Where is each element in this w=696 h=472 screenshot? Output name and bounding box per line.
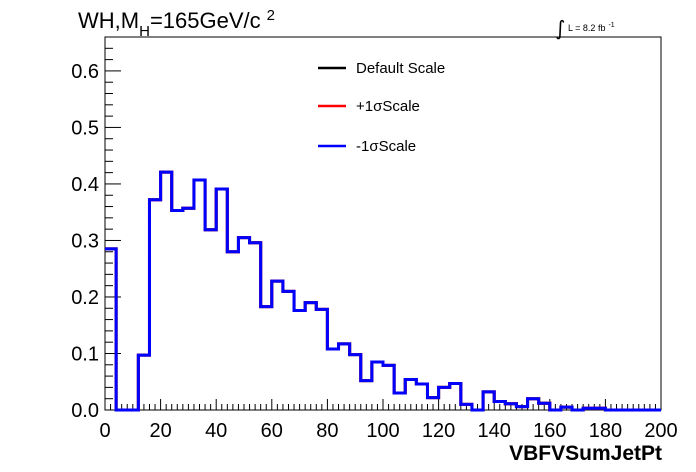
y-tick-label: 0.2 bbox=[71, 287, 99, 309]
x-tick-label: 20 bbox=[149, 420, 171, 442]
legend-label-default: Default Scale bbox=[356, 60, 445, 77]
y-tick-label: 0.6 bbox=[71, 61, 99, 83]
x-tick-label: 40 bbox=[205, 420, 227, 442]
luminosity-label: L = 8.2 fb -1 bbox=[568, 22, 615, 33]
x-axis: 0 20 40 60 80 100 120 140 160 180 200 bbox=[99, 399, 678, 442]
legend-label-minus1sigma: -1σScale bbox=[356, 138, 416, 155]
title-superscript: 2 bbox=[267, 7, 275, 24]
x-tick-label: 100 bbox=[366, 420, 399, 442]
x-tick-label: 180 bbox=[589, 420, 622, 442]
histogram-line bbox=[105, 170, 661, 412]
histogram-series bbox=[105, 170, 661, 412]
luminosity-integral-symbol: ∫ bbox=[555, 16, 565, 40]
y-axis: 0.0 0.1 0.2 0.3 0.4 0.5 0.6 bbox=[71, 36, 121, 422]
x-tick-label: 120 bbox=[422, 420, 455, 442]
x-tick-label: 200 bbox=[644, 420, 677, 442]
x-tick-label: 140 bbox=[478, 420, 511, 442]
plot-frame bbox=[104, 36, 662, 411]
title-main: WH,M bbox=[78, 8, 139, 33]
luminosity-text: L = 8.2 fb bbox=[568, 23, 605, 33]
series-minus1sigma bbox=[105, 170, 661, 412]
y-tick-label: 0.0 bbox=[71, 400, 99, 422]
x-tick-label: 0 bbox=[99, 420, 110, 442]
y-tick-label: 0.3 bbox=[71, 230, 99, 252]
x-tick-label: 60 bbox=[261, 420, 283, 442]
legend-label-plus1sigma: +1σScale bbox=[356, 98, 420, 115]
y-tick-label: 0.5 bbox=[71, 117, 99, 139]
title-subscript: H bbox=[139, 23, 150, 40]
x-axis-title: VBFVSumJetPt bbox=[509, 442, 662, 465]
y-tick-label: 0.4 bbox=[71, 174, 99, 196]
y-tick-label: 0.1 bbox=[71, 343, 99, 365]
legend: Default Scale +1σScale -1σScale bbox=[318, 60, 445, 155]
x-tick-label: 80 bbox=[316, 420, 338, 442]
title-rest: =165GeV/c bbox=[150, 8, 261, 33]
chart-title: WH,MH=165GeV/c 2 bbox=[78, 7, 275, 40]
luminosity-superscript: -1 bbox=[608, 22, 614, 29]
x-tick-label: 160 bbox=[533, 420, 566, 442]
